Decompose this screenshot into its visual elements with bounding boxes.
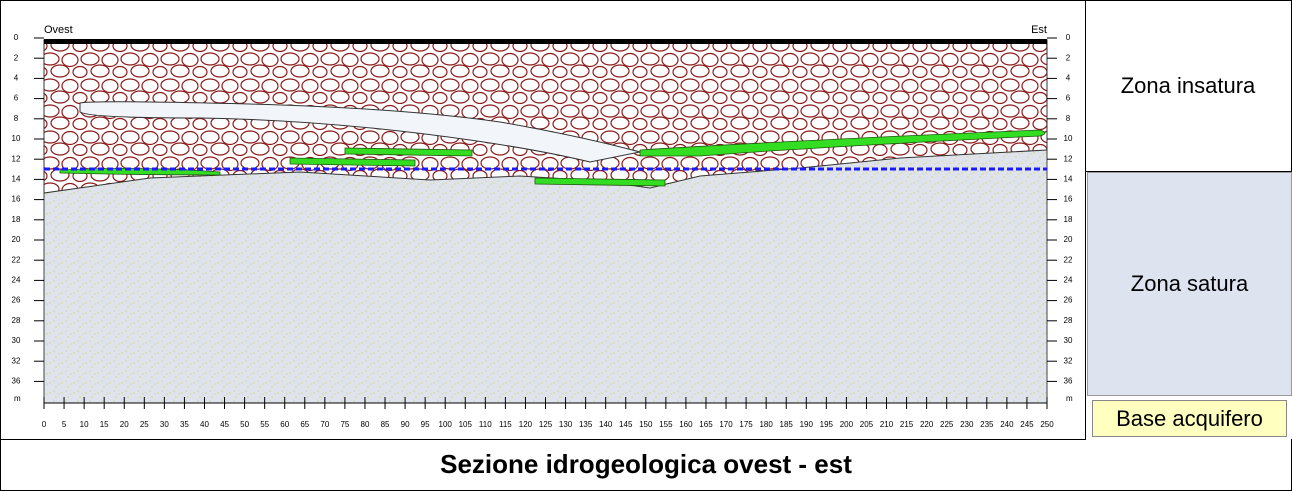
depth-tick-label: 2 xyxy=(1066,53,1071,62)
depth-tick-label: 30 xyxy=(12,336,21,345)
distance-tick-label: 240 xyxy=(1000,420,1014,429)
distance-tick-label: 75 xyxy=(340,420,349,429)
distance-tick-label: 120 xyxy=(519,420,533,429)
distance-tick-label: 140 xyxy=(599,420,613,429)
distance-tick-label: 0 xyxy=(42,420,47,429)
depth-tick-label: 32 xyxy=(1064,356,1073,365)
east-label: Est xyxy=(1031,24,1047,36)
depth-tick-label: 24 xyxy=(1064,276,1073,285)
distance-tick-label: 160 xyxy=(679,420,693,429)
depth-tick-label: 10 xyxy=(12,134,21,143)
depth-tick-label: 20 xyxy=(12,235,21,244)
distance-tick-label: 245 xyxy=(1020,420,1034,429)
depth-tick-label: 18 xyxy=(1064,215,1073,224)
distance-tick-label: 220 xyxy=(920,420,934,429)
distance-tick-label: 25 xyxy=(140,420,149,429)
depth-tick-label: 14 xyxy=(1064,175,1073,184)
distance-tick-label: 95 xyxy=(421,420,430,429)
west-label: Ovest xyxy=(44,24,73,36)
distance-tick-label: 250 xyxy=(1040,420,1054,429)
caption: Sezione idrogeologica ovest - est xyxy=(0,439,1292,491)
distance-tick-label: 60 xyxy=(280,420,289,429)
distance-tick-label: 150 xyxy=(639,420,653,429)
distance-tick-label: 80 xyxy=(361,420,370,429)
depth-tick-label: 18 xyxy=(12,215,21,224)
distance-tick-label: 90 xyxy=(401,420,410,429)
depth-tick-label: 0 xyxy=(14,33,19,42)
distance-tick-label: 210 xyxy=(880,420,894,429)
aquifer-base: Base acquifero xyxy=(1092,400,1287,437)
depth-tick-label: 10 xyxy=(1064,134,1073,143)
distance-tick-label: 110 xyxy=(479,420,492,429)
distance-tick-label: 5 xyxy=(62,420,67,429)
distance-tick-label: 170 xyxy=(719,420,733,429)
depth-tick-label: 24 xyxy=(12,276,21,285)
distance-tick-label: 10 xyxy=(80,420,89,429)
distance-tick-label: 40 xyxy=(200,420,209,429)
depth-tick-label: 6 xyxy=(14,94,19,103)
depth-tick-label: 30 xyxy=(1064,336,1073,345)
distance-tick-label: 70 xyxy=(320,420,329,429)
distance-tick-label: 190 xyxy=(800,420,814,429)
distance-tick-label: 200 xyxy=(840,420,854,429)
depth-tick-label: 36 xyxy=(1064,377,1073,386)
depth-unit: m xyxy=(1066,394,1073,403)
depth-tick-label: 16 xyxy=(12,195,21,204)
unsaturated-zone: Zona insatura xyxy=(1085,0,1292,172)
distance-tick-label: 105 xyxy=(459,420,473,429)
distance-tick-label: 55 xyxy=(260,420,269,429)
distance-tick-label: 225 xyxy=(940,420,954,429)
distance-tick-label: 145 xyxy=(619,420,633,429)
distance-tick-label: 135 xyxy=(579,420,593,429)
distance-tick-label: 35 xyxy=(180,420,189,429)
depth-tick-label: 28 xyxy=(1064,316,1073,325)
depth-tick-label: 22 xyxy=(1064,255,1073,264)
depth-tick-label: 2 xyxy=(14,53,19,62)
distance-tick-label: 205 xyxy=(860,420,874,429)
distance-tick-label: 230 xyxy=(960,420,974,429)
distance-tick-label: 100 xyxy=(439,420,453,429)
depth-unit: m xyxy=(14,394,21,403)
distance-tick-label: 215 xyxy=(900,420,914,429)
saturated-zone: Zona satura xyxy=(1087,172,1292,396)
depth-tick-label: 28 xyxy=(12,316,21,325)
depth-tick-label: 16 xyxy=(1064,195,1073,204)
distance-tick-label: 125 xyxy=(539,420,553,429)
depth-tick-label: 6 xyxy=(1066,94,1071,103)
distance-tick-label: 130 xyxy=(559,420,573,429)
depth-tick-label: 8 xyxy=(1066,114,1071,123)
depth-tick-label: 0 xyxy=(1066,33,1071,42)
depth-tick-label: 4 xyxy=(14,74,19,83)
depth-tick-label: 20 xyxy=(1064,235,1073,244)
distance-tick-label: 235 xyxy=(980,420,994,429)
distance-tick-label: 155 xyxy=(659,420,673,429)
distance-tick-label: 45 xyxy=(220,420,229,429)
depth-tick-label: 8 xyxy=(14,114,19,123)
distance-tick-label: 185 xyxy=(780,420,794,429)
distance-tick-label: 85 xyxy=(381,420,390,429)
distance-tick-label: 65 xyxy=(300,420,309,429)
distance-tick-label: 30 xyxy=(160,420,169,429)
distance-tick-label: 175 xyxy=(739,420,753,429)
distance-tick-label: 195 xyxy=(820,420,834,429)
depth-tick-label: 12 xyxy=(1064,154,1073,163)
distance-tick-label: 115 xyxy=(499,420,512,429)
distance-tick-label: 180 xyxy=(759,420,773,429)
depth-tick-label: 32 xyxy=(12,356,21,365)
depth-tick-label: 14 xyxy=(12,175,21,184)
depth-tick-label: 4 xyxy=(1066,74,1071,83)
distance-tick-label: 165 xyxy=(699,420,713,429)
depth-tick-label: 12 xyxy=(12,154,21,163)
depth-tick-label: 22 xyxy=(12,255,21,264)
distance-tick-label: 20 xyxy=(120,420,129,429)
depth-tick-label: 36 xyxy=(12,377,21,386)
depth-tick-label: 26 xyxy=(1064,296,1073,305)
distance-tick-label: 15 xyxy=(100,420,109,429)
distance-tick-label: 50 xyxy=(240,420,249,429)
depth-tick-label: 26 xyxy=(12,296,21,305)
